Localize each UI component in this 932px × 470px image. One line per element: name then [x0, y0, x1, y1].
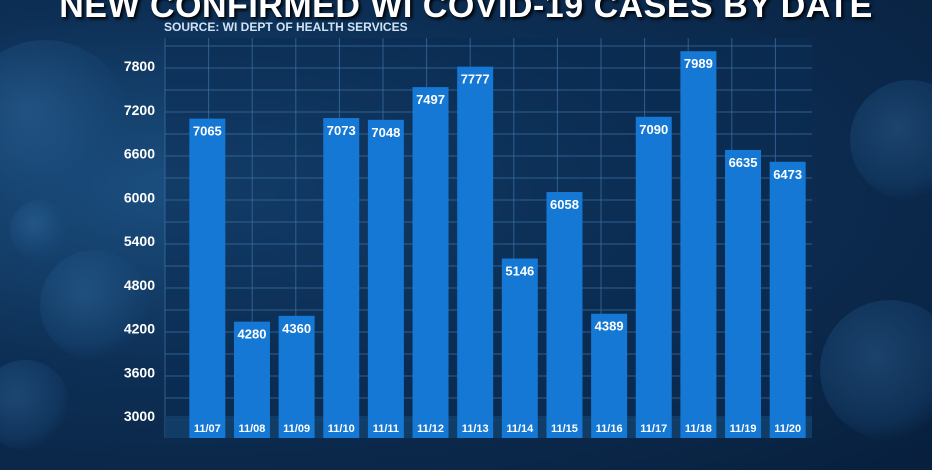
bar — [725, 149, 762, 438]
bar-value-label: 7065 — [193, 124, 222, 139]
bar — [278, 315, 315, 438]
virus-decoration — [10, 200, 70, 260]
bar-value-label: 7048 — [371, 125, 400, 140]
y-tick-label: 4200 — [124, 321, 155, 337]
bar — [457, 66, 494, 438]
y-tick-label: 6000 — [124, 189, 155, 205]
bar-value-label: 5146 — [505, 264, 534, 279]
x-tick-label: 11/08 — [239, 423, 266, 435]
bar — [233, 321, 270, 438]
bar — [680, 51, 717, 438]
y-tick-label: 5400 — [124, 233, 155, 249]
bar-value-label: 6058 — [550, 197, 579, 212]
x-tick-label: 11/12 — [417, 423, 444, 435]
bar — [323, 118, 360, 439]
virus-decoration — [0, 40, 130, 210]
x-tick-label: 11/16 — [596, 423, 623, 435]
chart-title: NEW CONFIRMED WI COVID-19 CASES BY DATE — [59, 0, 873, 25]
bar — [367, 119, 404, 438]
x-tick-label: 11/10 — [328, 423, 355, 435]
virus-decoration — [0, 360, 70, 450]
x-tick-label: 11/18 — [685, 423, 712, 435]
x-tick-label: 11/15 — [551, 423, 578, 435]
bar — [501, 258, 538, 438]
x-tick-label: 11/07 — [194, 423, 221, 435]
x-tick-label: 11/11 — [373, 423, 399, 435]
bar-value-label: 7777 — [461, 72, 490, 87]
bar — [189, 118, 226, 438]
bar — [591, 313, 628, 438]
bar-value-label: 6635 — [729, 155, 758, 170]
chart-source: SOURCE: WI DEPT OF HEALTH SERVICES — [164, 20, 408, 34]
virus-decoration — [40, 250, 150, 360]
y-tick-label: 7800 — [124, 58, 155, 74]
bar — [412, 87, 449, 438]
y-tick-label: 6600 — [124, 146, 155, 162]
y-tick-label: 7200 — [124, 102, 155, 118]
bar — [546, 192, 583, 438]
bar-value-label: 6473 — [773, 167, 802, 182]
bar-value-label: 7497 — [416, 92, 445, 107]
x-tick-label: 11/20 — [774, 423, 801, 435]
bar-value-label: 7989 — [684, 56, 713, 71]
x-tick-label: 11/13 — [462, 423, 489, 435]
bar-value-label: 4360 — [282, 321, 311, 336]
virus-decoration — [820, 300, 932, 440]
x-tick-label: 11/19 — [730, 423, 757, 435]
bar — [635, 116, 672, 438]
y-tick-label: 4800 — [124, 277, 155, 293]
y-tick-label: 3600 — [124, 364, 155, 380]
bar-value-label: 7090 — [639, 122, 668, 137]
bar — [769, 161, 806, 438]
y-tick-label: 3000 — [124, 408, 155, 424]
x-tick-label: 11/17 — [640, 423, 667, 435]
bar-value-label: 4280 — [238, 327, 267, 342]
x-tick-label: 11/14 — [506, 423, 534, 435]
bar-value-label: 7073 — [327, 123, 356, 138]
x-tick-label: 11/09 — [283, 423, 310, 435]
bar-value-label: 4389 — [595, 319, 624, 334]
